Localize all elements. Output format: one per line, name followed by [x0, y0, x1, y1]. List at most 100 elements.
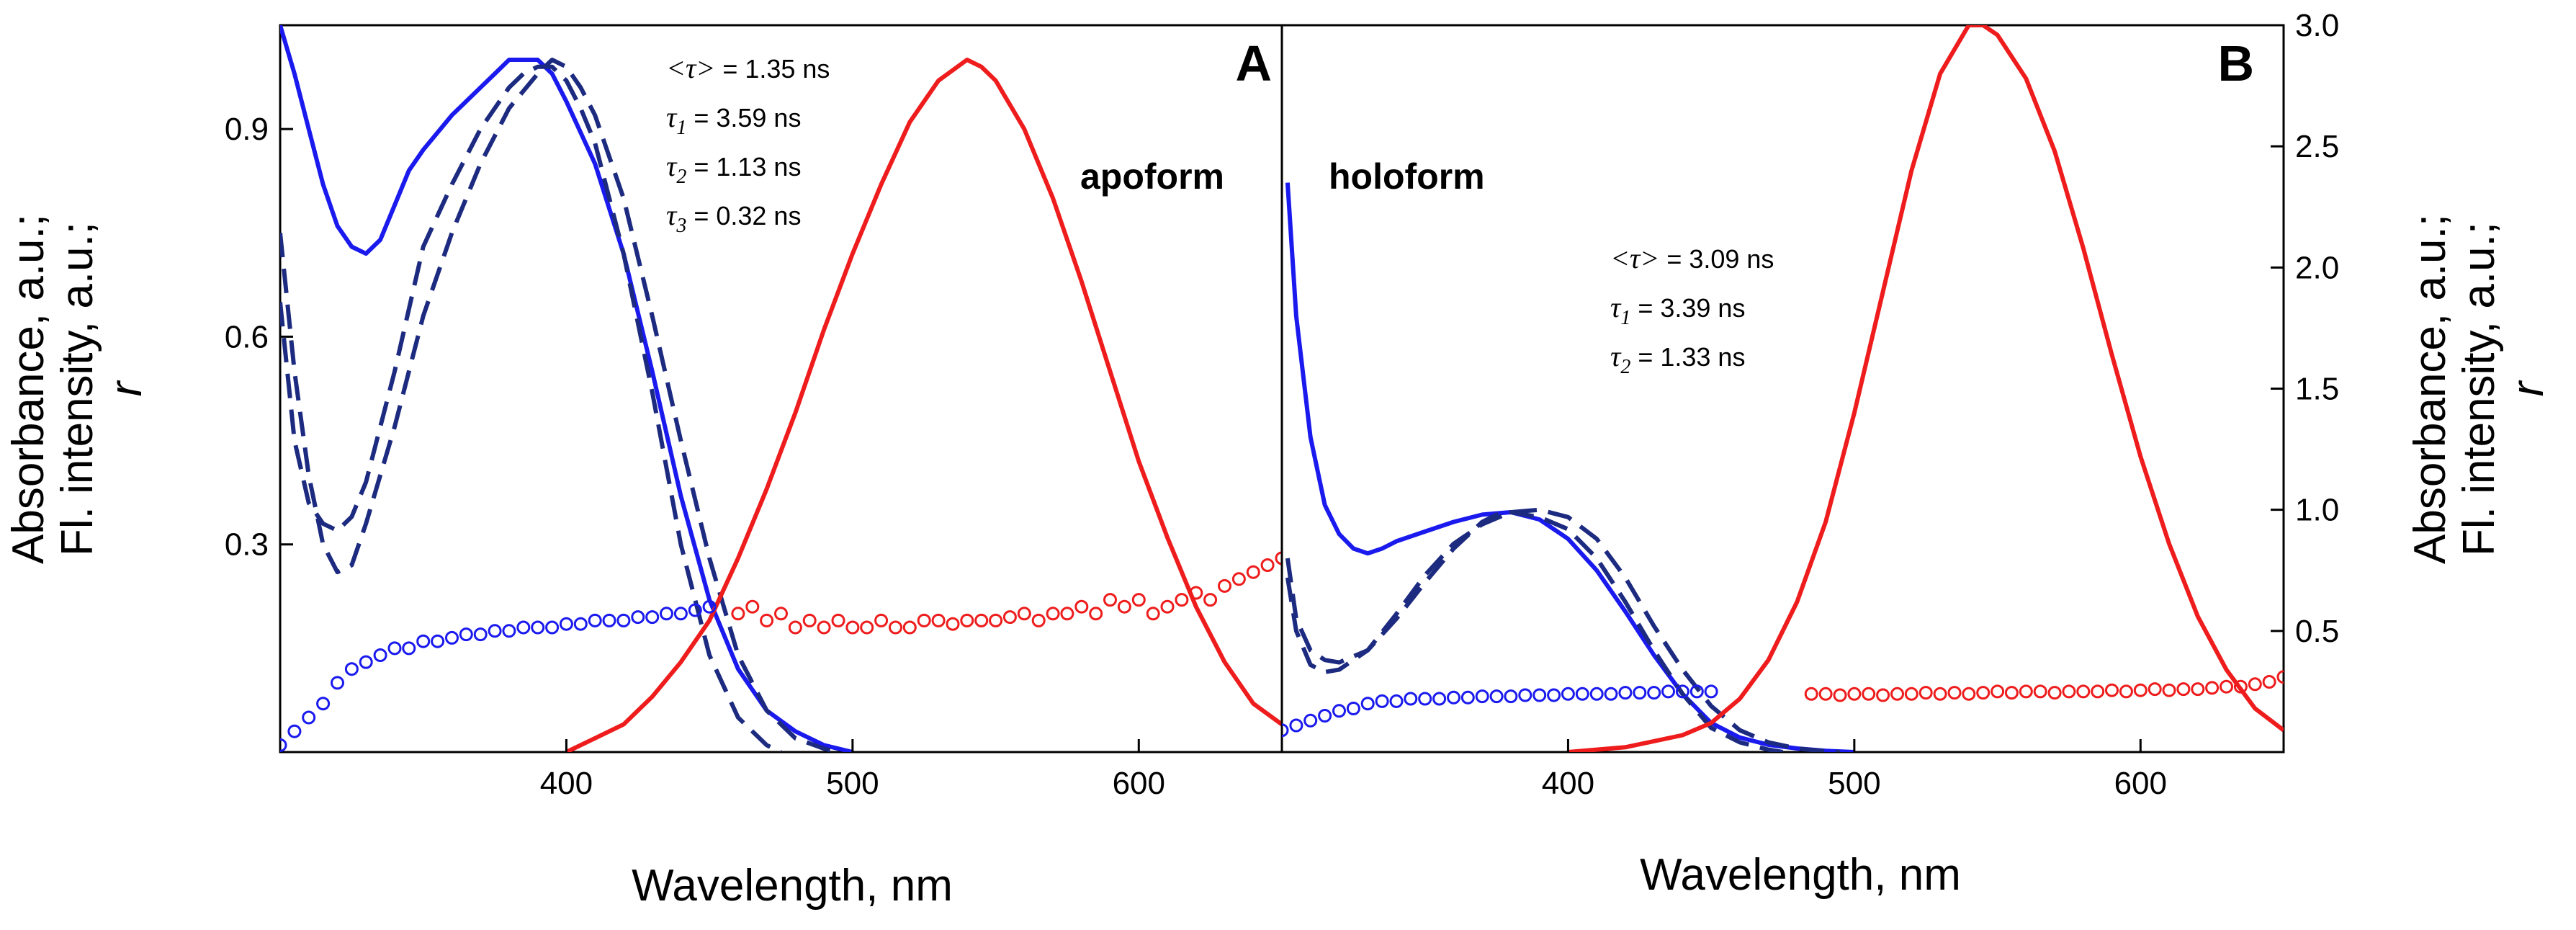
panel-b-series-2-line — [1285, 507, 1841, 752]
panel-b-series-5-point-32 — [2262, 675, 2276, 689]
panel-a-series-5-point-25 — [1089, 607, 1103, 621]
panel-a-series-4-point-29 — [688, 603, 702, 617]
panel-b-series-5-point-1 — [1818, 687, 1833, 701]
panel-a-series-3-line — [565, 58, 1282, 752]
panel-b-series-5-point-11 — [1962, 687, 1976, 701]
panel-b-series-5-point-9 — [1933, 687, 1947, 701]
panel-b-x-tick-label-1: 500 — [1828, 766, 1880, 801]
panel-a-series-5-point-5 — [802, 613, 817, 627]
panel-a-series-5-point-26 — [1103, 593, 1117, 607]
panel-a-series-5-point-0 — [731, 607, 745, 621]
panel-b-y-tick-label-0: 0.5 — [2295, 614, 2339, 649]
panel-b-series-3-line — [1568, 25, 2284, 752]
panel-a-series-5-point-1 — [745, 599, 760, 614]
panel-a-series-5-point-7 — [831, 613, 845, 627]
panel-a-series-4-point-4 — [331, 676, 344, 690]
panel-a-series-4-point-20 — [559, 617, 573, 631]
panel-b-series-4-point-9 — [1404, 692, 1418, 706]
panel-b-series-4-point-3 — [1318, 709, 1332, 723]
panel-b-x-ticks: 400 500 600 — [1542, 739, 2167, 801]
panel-a-series-2-line — [280, 58, 839, 752]
panel-b-series-4-point-8 — [1389, 694, 1404, 708]
panel-a-series-4-point-19 — [545, 620, 560, 635]
panel-b-series-5-point-20 — [2091, 684, 2105, 699]
panel-b-series-5-point-23 — [2133, 683, 2148, 697]
panel-a-series-4-point-22 — [588, 613, 602, 627]
panel-b: 0.5 1.0 1.5 2.0 2.5 3.0 400 500 600 Wavelength,… — [1280, 8, 2553, 900]
panel-b-series-5-point-18 — [2062, 684, 2076, 699]
panel-b-y-axis-line-1: Absorbance, a.u.; — [2405, 214, 2455, 564]
panel-a-series-5-point-10 — [874, 613, 889, 627]
panel-a-series-layer — [280, 25, 1282, 752]
panel-b-series-4-point-14 — [1475, 689, 1489, 704]
panel-b-series-5-point-3 — [1847, 687, 1862, 701]
panel-a-series-5-point-9 — [860, 620, 874, 635]
panel-b-series-5-point-28 — [2205, 681, 2220, 695]
panel-b-plot-frame — [1280, 24, 2285, 754]
panel-b-series-5-point-5 — [1876, 688, 1890, 702]
panel-a-x-axis-title: Wavelength, nm — [632, 861, 953, 911]
panel-b-lifetime-0: <τ> = 3.09 ns — [1610, 242, 1774, 274]
panel-a-series-4-point-30 — [702, 599, 717, 614]
panel-b-series-5-point-2 — [1833, 688, 1847, 702]
panel-a-y-axis-line-1: Absorbance, a.u.; — [4, 214, 53, 564]
panel-b-series-4-point-16 — [1504, 689, 1518, 704]
panel-a-series-5-point-38 — [1275, 551, 1282, 565]
panel-a-x-ticks: 400 500 600 — [540, 739, 1165, 801]
panel-a-series-5-point-22 — [1046, 607, 1060, 621]
panel-a-series-5-point-37 — [1260, 558, 1275, 572]
panel-a-series-1-line — [280, 64, 782, 752]
panel-a-series-4-point-26 — [645, 610, 660, 625]
panel-a-series-5-point-14 — [931, 613, 946, 627]
panel-b-y-tick-label-4: 2.5 — [2295, 129, 2339, 164]
panel-a-series-5-point-23 — [1060, 607, 1074, 621]
panel-a-series-5-point-30 — [1160, 599, 1175, 614]
panel-a-lifetime-3: τ3 = 0.32 ns — [666, 199, 801, 237]
panel-a-series-5-point-2 — [760, 613, 774, 627]
panel-a-series-5-point-6 — [817, 620, 831, 635]
panel-b-lifetime-1: τ1 = 3.39 ns — [1610, 291, 1745, 329]
panel-b-y-ticks: 0.5 1.0 1.5 2.0 2.5 3.0 — [2271, 8, 2339, 649]
panel-a-series-5-point-4 — [788, 620, 802, 635]
panel-a-series-5-point-29 — [1146, 607, 1160, 621]
panel-a-series-5-point-32 — [1189, 586, 1203, 600]
panel-b-lifetime-2: τ2 = 1.33 ns — [1610, 340, 1745, 378]
panel-a-y-axis-line-2: Fl. intensity, a.u.; — [53, 222, 102, 556]
panel-a-lifetime-2: τ2 = 1.13 ns — [666, 150, 801, 188]
panel-a-series-4-point-3 — [316, 697, 331, 711]
panel-b-series-4-point-19 — [1547, 688, 1561, 702]
panel-b-series-4-point-27 — [1661, 684, 1675, 699]
panel-a-series-5-point-19 — [1002, 610, 1017, 625]
panel-b-form-label: holoform — [1329, 156, 1485, 197]
panel-b-lifetimes: <τ> = 3.09 ns τ1 = 3.39 ns τ2 = 1.33 ns — [1610, 242, 1774, 378]
panel-a-x-tick-label-0: 400 — [540, 766, 593, 801]
panel-a-y-tick-label-1: 0.6 — [225, 319, 269, 354]
panel-b-y-tick-label-3: 2.0 — [2295, 250, 2339, 285]
panel-a-series-4-point-23 — [602, 613, 616, 627]
panel-a-series-5-point-8 — [845, 620, 860, 635]
panel-b-series-4-point-13 — [1460, 690, 1475, 705]
panel-a-series-4-point-13 — [459, 627, 473, 642]
panel-b-y-tick-label-5: 3.0 — [2295, 8, 2339, 43]
panel-a-series-4-point-17 — [516, 620, 531, 635]
panel-b-x-tick-label-2: 600 — [2114, 766, 2167, 801]
panel-a-series-0-line — [280, 25, 853, 752]
panel-a-lifetimes: <τ> = 1.35 ns τ1 = 3.59 ns τ2 = 1.13 ns τ3 … — [666, 52, 830, 237]
panel-a-series-4-point-28 — [673, 607, 688, 621]
panel-a-series-5-point-36 — [1246, 565, 1260, 579]
panel-a-plot-frame — [279, 24, 1283, 754]
panel-a-series-4-point-25 — [631, 610, 645, 625]
panel-b-y-axis-line-3: r — [2503, 380, 2553, 396]
panel-b-series-4-point-18 — [1532, 688, 1547, 702]
panel-a-series-4-point-5 — [344, 662, 359, 676]
panel-b-series-4-point-15 — [1489, 689, 1504, 704]
panel-b-series-5-point-27 — [2191, 682, 2205, 697]
panel-a-series-4-point-1 — [287, 724, 302, 738]
panel-a-x-tick-label-1: 500 — [826, 766, 879, 801]
panel-b-series-4-point-28 — [1675, 684, 1689, 699]
panel-a-series-4-point-21 — [573, 617, 588, 631]
panel-b-series-5-point-14 — [2004, 686, 2019, 700]
panel-b-x-axis-title: Wavelength, nm — [1640, 850, 1961, 900]
panel-b-series-4-point-5 — [1346, 702, 1360, 715]
